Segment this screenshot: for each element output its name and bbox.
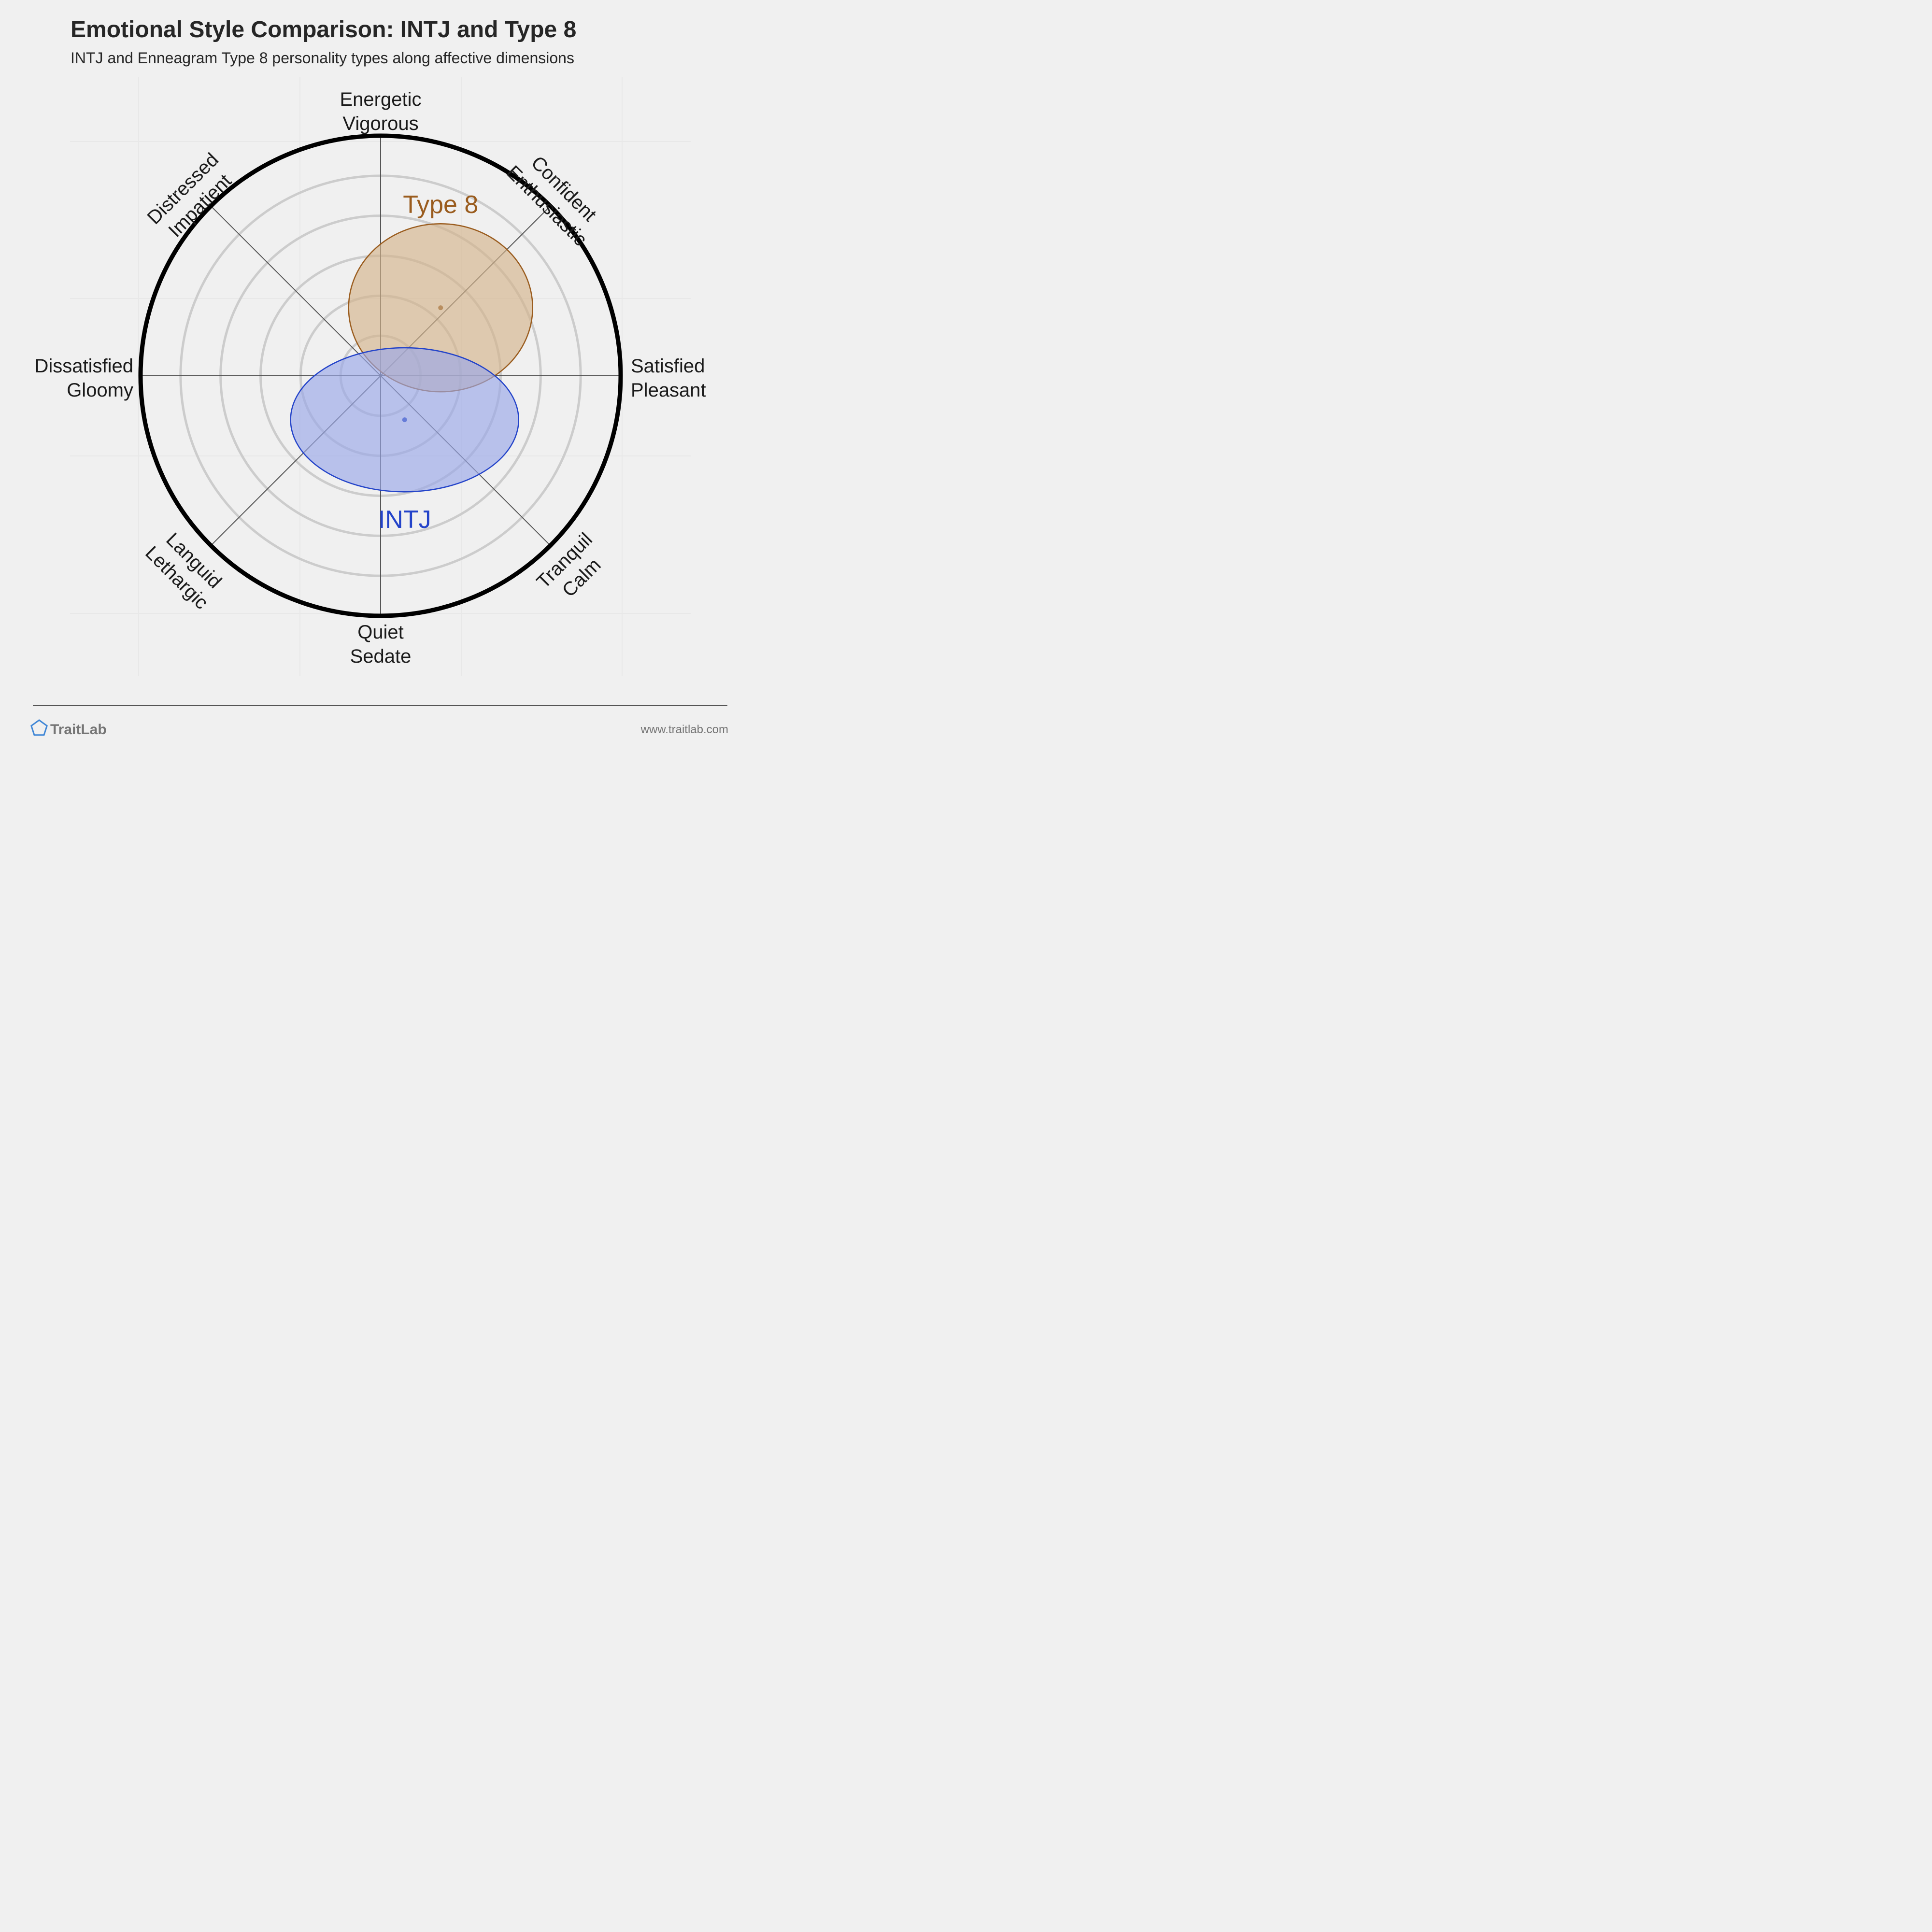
series-label-intj: INTJ <box>378 506 431 534</box>
series-center-intj <box>402 417 407 423</box>
axis-label-line: Energetic <box>340 89 422 110</box>
axis-label-line: Vigorous <box>342 113 418 134</box>
axis-label-line: Gloomy <box>67 380 133 401</box>
data-series: Type 8 INTJ <box>290 191 534 534</box>
axis-label-energetic: Energetic Vigorous <box>340 89 422 134</box>
axis-label-dissatisfied: Dissatisfied Gloomy <box>34 355 133 401</box>
outer-ring <box>138 133 623 618</box>
axis-label-quiet: Quiet Sedate <box>350 622 412 667</box>
chart-title: Emotional Style Comparison: INTJ and Typ… <box>71 17 576 43</box>
axis-label-satisfied: Satisfied Pleasant <box>631 355 706 401</box>
axis-label-line: Satisfied <box>631 355 705 377</box>
series-label-type-8: Type 8 <box>403 191 478 219</box>
chart-stage: Emotional Style Comparison: INTJ and Typ… <box>0 0 757 757</box>
chart-svg: Emotional Style Comparison: INTJ and Typ… <box>0 0 757 757</box>
axis-label-line: Quiet <box>357 622 404 643</box>
series-center-type-8 <box>438 305 443 311</box>
axis-label-line: Dissatisfied <box>34 355 133 377</box>
footer-brand: TraitLab <box>50 722 107 738</box>
pentagon-icon <box>30 719 48 736</box>
axis-label-line: Sedate <box>350 646 412 667</box>
axis-label-line: Pleasant <box>631 380 706 401</box>
footer-url: www.traitlab.com <box>640 723 728 736</box>
outer-ring-group <box>138 133 623 618</box>
chart-subtitle: INTJ and Enneagram Type 8 personality ty… <box>71 49 574 67</box>
